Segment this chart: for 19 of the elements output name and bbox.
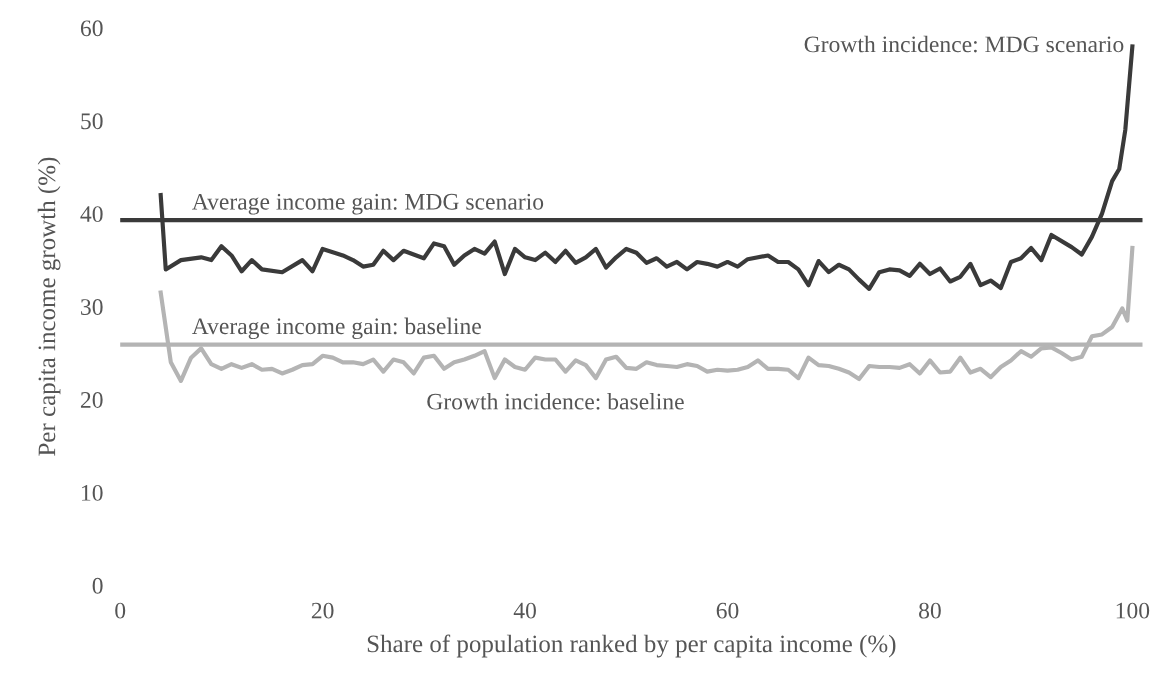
ref-line-label: Average income gain: MDG scenario	[191, 193, 544, 215]
y-tick-label: 30	[81, 299, 103, 315]
x-tick-label: 60	[716, 602, 739, 619]
x-tick-label: 80	[919, 602, 941, 619]
y-tick-label: 20	[80, 391, 103, 408]
x-axis-title: Share of population ranked by per capita income (%)	[367, 634, 896, 658]
series-label: Growth incidence: MDG scenario	[804, 35, 1124, 53]
y-tick-label: 50	[81, 113, 103, 130]
y-axis-title: Per capita income growth (%)	[37, 157, 61, 456]
x-tick-label: 100	[1116, 602, 1150, 619]
ref-line-label: Average income gain: baseline	[191, 317, 481, 340]
y-tick-label: 60	[80, 20, 103, 37]
x-tick-label: 20	[311, 602, 334, 619]
y-tick-label: 10	[82, 484, 103, 501]
y-tick-label: 40	[80, 206, 103, 223]
y-tick-label: 0	[92, 577, 103, 594]
x-tick-label: 0	[115, 602, 126, 619]
x-tick-label: 40	[513, 602, 536, 619]
series-label: Growth incidence: baseline	[427, 392, 684, 410]
